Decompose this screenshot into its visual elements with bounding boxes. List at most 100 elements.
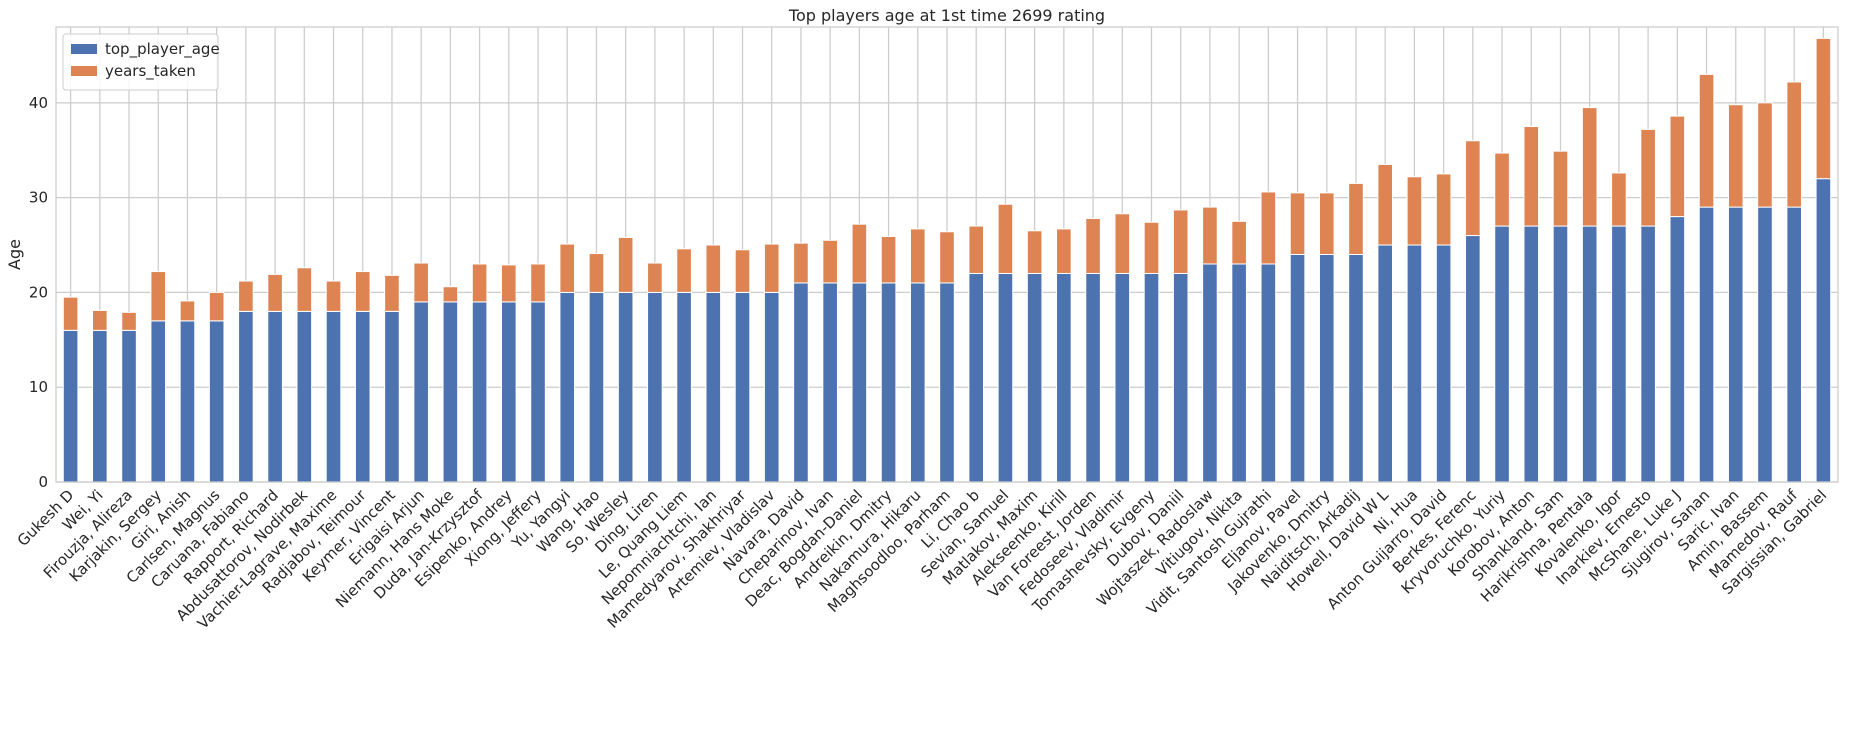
legend-label-years-taken: years_taken — [105, 62, 196, 81]
bar-top-player-age-eljanov-pavel — [1289, 254, 1306, 483]
y-tick-label: 30 — [29, 189, 48, 207]
bar-years-taken-li-chao-b — [968, 225, 985, 274]
bar-years-taken-so-wesley — [617, 236, 634, 293]
bar-years-taken-vitiugov-nikita — [1231, 220, 1247, 265]
bar-years-taken-yu-yangyi — [559, 243, 576, 293]
bar-years-taken-vachier-lagrave-maxime — [325, 280, 342, 312]
bar-top-player-age-carlsen-magnus — [208, 320, 225, 483]
bar-years-taken-xiong-jeffery — [530, 263, 546, 303]
bar-years-taken-rapport-richard — [267, 273, 283, 312]
bar-years-taken-esipenko-andrey — [501, 264, 517, 303]
bar-years-taken-wang-hao — [588, 253, 605, 293]
bar-top-player-age-inarkiev-ernesto — [1640, 225, 1656, 483]
bar-top-player-age-sjugirov-sanan — [1698, 206, 1715, 483]
bar-top-player-age-cheparinov-ivan — [822, 282, 838, 483]
bar-years-taken-wei-yi — [92, 309, 108, 331]
bar-years-taken-amin-bassem — [1757, 102, 1773, 208]
bar-top-player-age-nepomniachtchi-ian — [705, 291, 722, 483]
bar-top-player-age-korobov-anton — [1523, 225, 1540, 483]
bar-top-player-age-gukesh-d — [62, 329, 79, 483]
bar-years-taken-fedoseev-vladimir — [1114, 213, 1131, 274]
bar-top-player-age-so-wesley — [617, 291, 634, 483]
bar-years-taken-nakamura-hikaru — [909, 228, 926, 284]
bar-top-player-age-abdusattorov-nodirbek — [296, 310, 313, 483]
bar-top-player-age-nakamura-hikaru — [909, 282, 926, 483]
bar-top-player-age-navara-david — [793, 282, 809, 483]
bar-years-taken-firouzja-alireza — [121, 311, 137, 331]
bar-top-player-age-le-quang-liem — [676, 291, 692, 483]
bar-top-player-age-firouzja-alireza — [121, 329, 137, 483]
legend-swatch-top-player-age — [71, 44, 97, 54]
bar-years-taken-andreikin-dmitry — [880, 235, 897, 284]
bar-top-player-age-shankland-sam — [1552, 225, 1569, 483]
bar-top-player-age-li-chao-b — [968, 272, 985, 483]
bar-years-taken-carlsen-magnus — [208, 291, 225, 322]
bar-top-player-age-deac-bogdan-daniel — [851, 282, 868, 483]
bar-top-player-age-vachier-lagrave-maxime — [325, 310, 342, 483]
bar-top-player-age-mamedyarov-shakhriyar — [734, 291, 751, 483]
legend-box — [62, 33, 219, 91]
legend: top_player_age years_taken — [62, 33, 220, 91]
bar-years-taken-matlakov-maxim — [1026, 230, 1043, 274]
bar-top-player-age-kryvoruchko-yuriy — [1494, 225, 1510, 483]
bar-years-taken-caruana-fabiano — [238, 280, 254, 312]
bar-top-player-age-alekseenko-kirill — [1056, 272, 1072, 483]
bar-years-taken-wojtaszek-radoslaw — [1202, 206, 1218, 265]
bar-years-taken-karjakin-sergey — [150, 271, 167, 322]
bar-years-taken-naiditsch-arkadij — [1348, 182, 1364, 255]
bar-top-player-age-saric-ivan — [1727, 206, 1744, 483]
bar-years-taken-ni-hua — [1406, 176, 1423, 246]
bar-years-taken-kryvoruchko-yuriy — [1494, 152, 1510, 227]
bar-years-taken-deac-bogdan-daniel — [851, 223, 868, 284]
bar-years-taken-nepomniachtchi-ian — [705, 244, 722, 293]
bar-top-player-age-jakovenko-dmitry — [1318, 254, 1335, 483]
bar-years-taken-mamedov-rauf — [1786, 81, 1802, 208]
plot-frame — [55, 26, 1839, 483]
bar-top-player-age-ni-hua — [1406, 244, 1423, 483]
bar-top-player-age-artemiev-vladislav — [763, 291, 780, 483]
bar-top-player-age-anton-guijarro-david — [1435, 244, 1452, 483]
bar-top-player-age-erigaisi-arjun — [413, 301, 429, 483]
chart-title: Top players age at 1st time 2699 rating — [788, 6, 1105, 25]
bar-years-taken-erigaisi-arjun — [413, 262, 429, 303]
bar-years-taken-abdusattorov-nodirbek — [296, 267, 313, 312]
bar-years-taken-dubov-daniil — [1172, 209, 1189, 274]
bar-years-taken-berkes-ferenc — [1465, 140, 1481, 237]
bar-top-player-age-maghsoodloo-parham — [939, 282, 955, 483]
bar-years-taken-giri-anish — [179, 300, 196, 322]
bar-years-taken-navara-david — [793, 242, 809, 284]
bar-years-taken-duda-jan-krzysztof — [471, 263, 488, 303]
y-tick-label: 10 — [29, 378, 48, 396]
bar-years-taken-radjabov-teimour — [354, 271, 371, 312]
bar-years-taken-tomashevsky-evgeny — [1143, 221, 1160, 274]
bar-top-player-age-caruana-fabiano — [238, 310, 254, 483]
bar-years-taken-cheparinov-ivan — [822, 239, 838, 284]
bar-top-player-age-keymer-vincent — [384, 310, 400, 483]
bar-top-player-age-giri-anish — [179, 320, 196, 483]
bar-top-player-age-vidit-santosh-gujrathi — [1260, 263, 1277, 483]
bar-years-taken-le-quang-liem — [676, 248, 692, 293]
bar-years-taken-mcshane-luke-j — [1669, 115, 1686, 218]
bar-top-player-age-vitiugov-nikita — [1231, 263, 1247, 483]
y-axis-label: Age — [5, 239, 24, 270]
bar-top-player-age-karjakin-sergey — [150, 320, 167, 483]
bar-top-player-age-matlakov-maxim — [1026, 272, 1043, 483]
bar-years-taken-gukesh-d — [62, 296, 79, 331]
bar-years-taken-ding-liren — [647, 262, 663, 293]
bar-top-player-age-yu-yangyi — [559, 291, 576, 483]
bar-top-player-age-harikrishna-pentala — [1581, 225, 1598, 483]
bar-top-player-age-berkes-ferenc — [1465, 235, 1481, 483]
bar-years-taken-sargissian-gabriel — [1815, 37, 1832, 180]
bar-top-player-age-wojtaszek-radoslaw — [1202, 263, 1218, 483]
bar-top-player-age-ding-liren — [647, 291, 663, 483]
bar-years-taken-inarkiev-ernesto — [1640, 128, 1656, 227]
bar-years-taken-howell-david-w-l — [1377, 163, 1393, 246]
bar-years-taken-keymer-vincent — [384, 274, 400, 312]
bar-years-taken-harikrishna-pentala — [1581, 107, 1598, 227]
bar-top-player-age-andreikin-dmitry — [880, 282, 897, 483]
legend-swatch-years-taken — [71, 66, 97, 76]
bar-years-taken-mamedyarov-shakhriyar — [734, 249, 751, 293]
bar-years-taken-eljanov-pavel — [1289, 192, 1306, 256]
